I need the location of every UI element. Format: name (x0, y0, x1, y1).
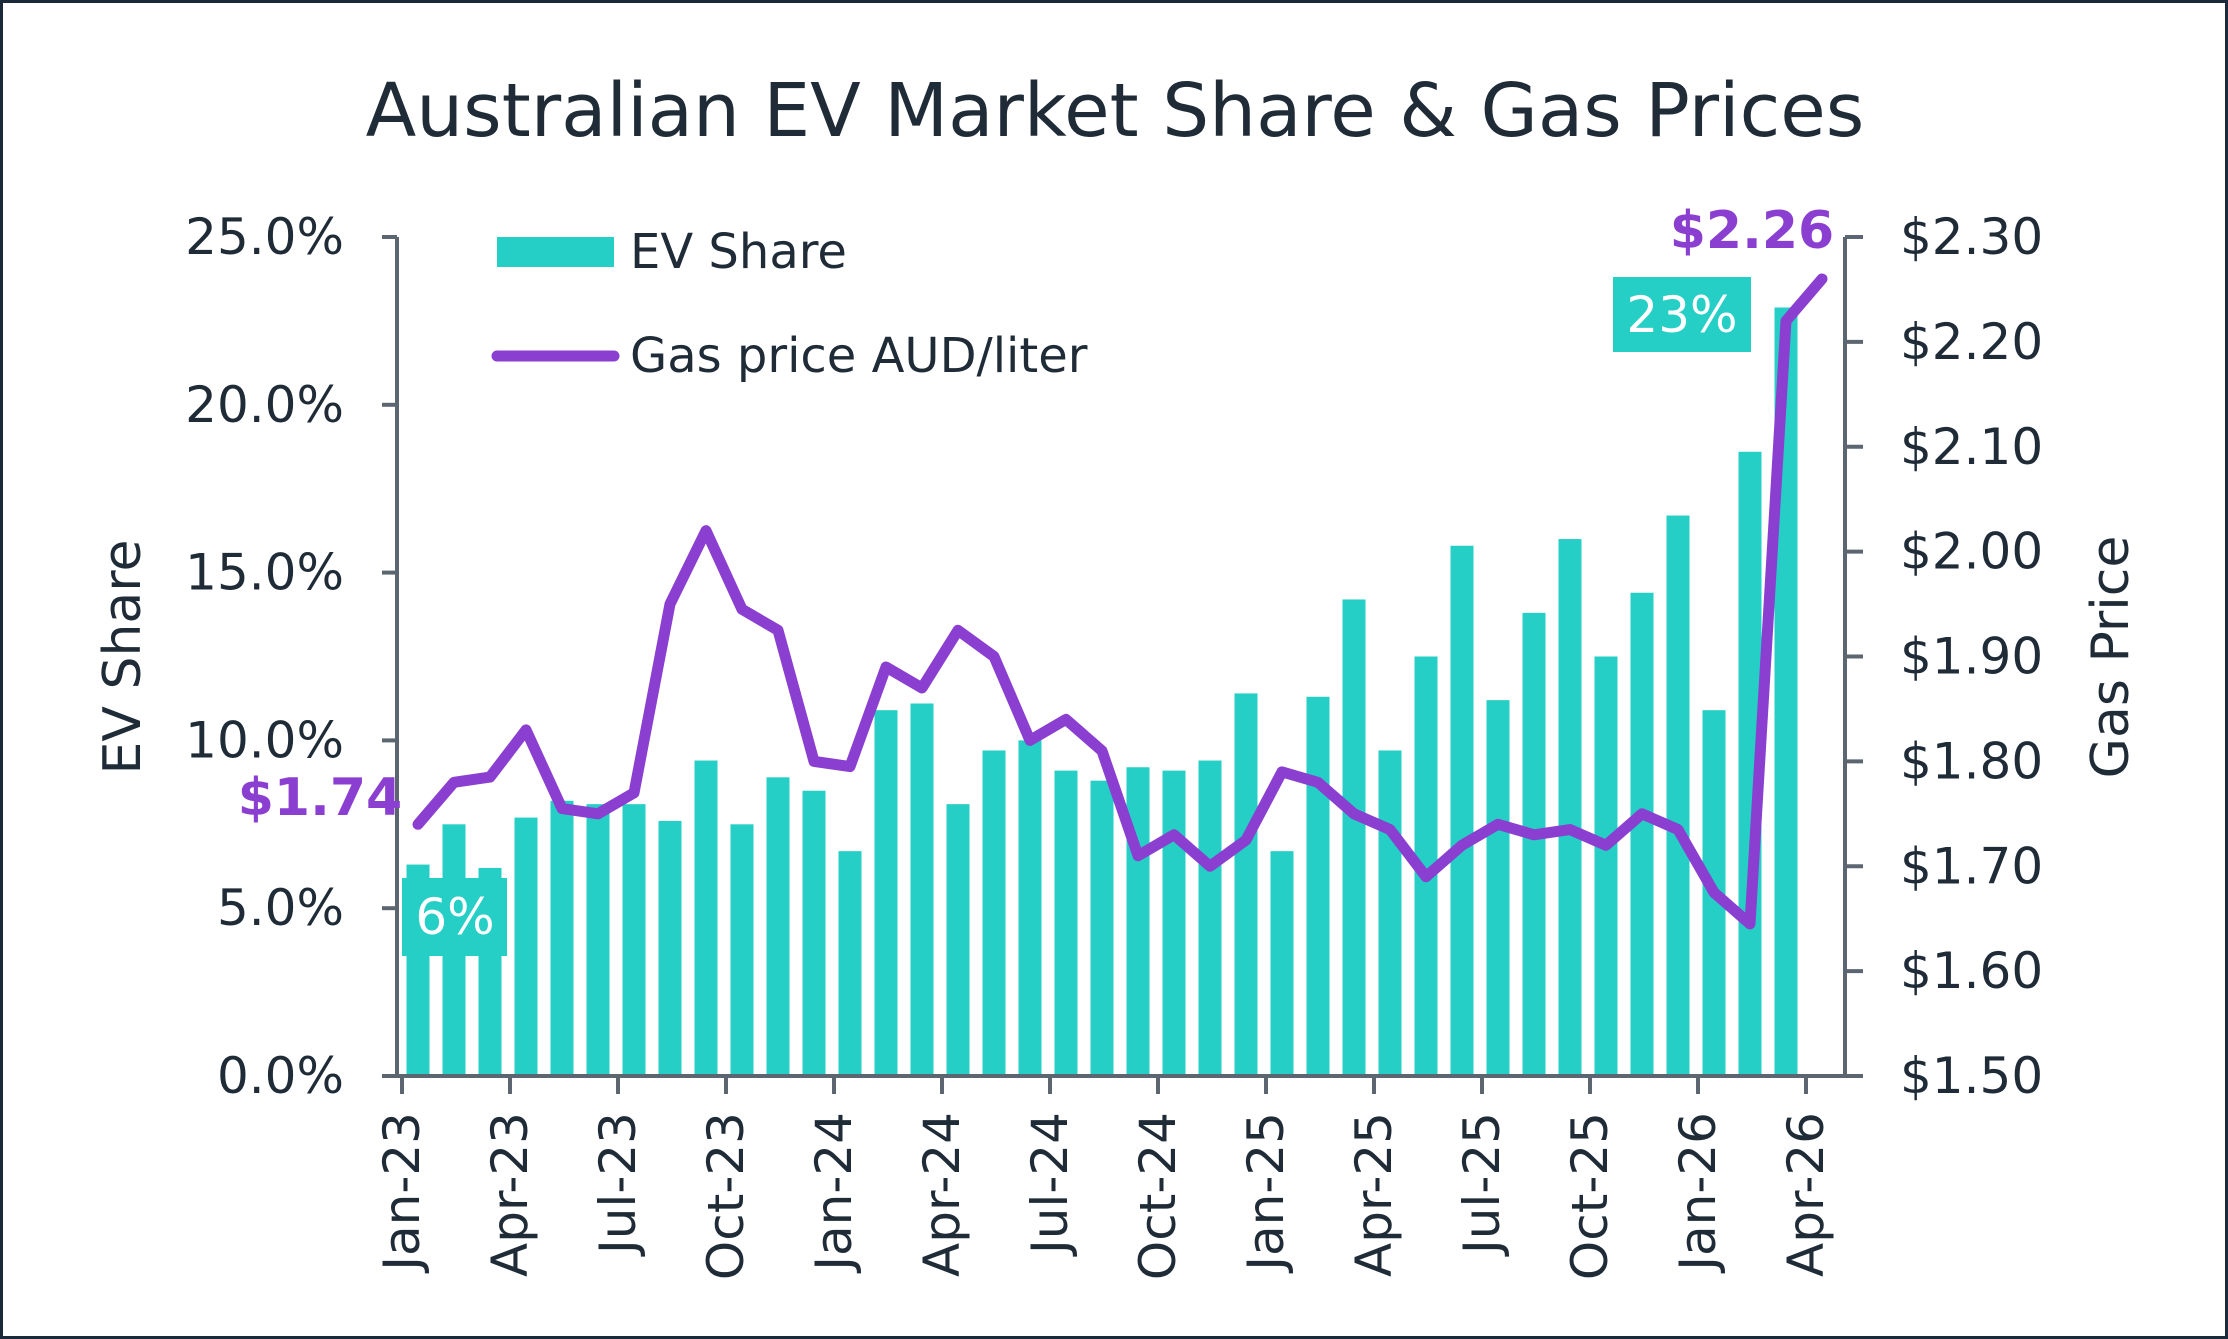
bar-18 (1054, 770, 1078, 1076)
last-gas-label: $2.26 (1670, 201, 1834, 261)
y2-tick-label: $2.10 (1900, 418, 2043, 476)
bar-7 (658, 820, 682, 1076)
y2-axis-label: Gas Price (2081, 536, 2141, 779)
x-tick-label: Jul-25 (1453, 1112, 1511, 1257)
bar-13 (874, 710, 898, 1076)
x-tick-label: Jan-26 (1669, 1112, 1727, 1274)
legend-label-ev-share: EV Share (630, 224, 847, 280)
legend-swatch-ev-share (497, 237, 614, 267)
chart-title: Australian EV Market Share & Gas Prices (366, 68, 1865, 154)
y2-tick-label: $1.90 (1900, 628, 2043, 686)
bar-35 (1666, 515, 1690, 1076)
x-tick-label: Apr-24 (913, 1112, 971, 1277)
y2-tick-label: $2.00 (1900, 523, 2043, 581)
bar-30 (1486, 700, 1510, 1076)
bar-22 (1198, 760, 1222, 1076)
bar-19 (1090, 780, 1114, 1076)
bar-28 (1414, 656, 1438, 1076)
y-tick-label: 20.0% (185, 376, 344, 434)
bar-33 (1594, 656, 1618, 1076)
x-tick-label: Oct-24 (1129, 1112, 1187, 1280)
bar-10 (766, 777, 790, 1076)
y-tick-label: 5.0% (217, 879, 344, 937)
bar-27 (1378, 750, 1402, 1076)
bar-23 (1234, 693, 1258, 1076)
first-ev-label-box (402, 878, 507, 956)
first-gas-label: $1.74 (238, 768, 402, 828)
bar-3 (514, 817, 538, 1076)
bar-6 (622, 804, 646, 1076)
first-ev-label: 6% (415, 888, 494, 946)
bar-21 (1162, 770, 1186, 1076)
x-tick-label: Apr-25 (1345, 1112, 1403, 1277)
y2-tick-label: $1.50 (1900, 1047, 2043, 1105)
y-tick-label: 25.0% (185, 208, 344, 266)
y2-tick-label: $1.60 (1900, 942, 2043, 1000)
bar-5 (586, 804, 610, 1076)
annotations: $1.74 6% 23% $2.26 (238, 201, 1834, 956)
x-tick-label: Oct-25 (1561, 1112, 1619, 1280)
bar-15 (946, 804, 970, 1076)
y2-tick-label: $1.70 (1900, 837, 2043, 895)
x-tick-label: Jul-23 (589, 1112, 647, 1257)
x-tick-label: Oct-23 (697, 1112, 755, 1280)
bar-16 (982, 750, 1006, 1076)
bar-26 (1342, 599, 1366, 1076)
bar-series (406, 307, 1798, 1076)
bar-11 (802, 790, 826, 1076)
x-tick-label: Jan-23 (373, 1112, 431, 1274)
bar-34 (1630, 592, 1654, 1076)
y2-tick-label: $2.30 (1900, 208, 2043, 266)
bar-12 (838, 851, 862, 1076)
bar-17 (1018, 740, 1042, 1076)
last-ev-label: 23% (1626, 286, 1737, 344)
line-series (412, 273, 1828, 930)
bar-9 (730, 824, 754, 1076)
y-tick-label: 15.0% (185, 544, 344, 602)
bar-25 (1306, 696, 1330, 1076)
legend-label-gas-price: Gas price AUD/liter (630, 328, 1088, 384)
bar-31 (1522, 612, 1546, 1076)
legend: EV Share Gas price AUD/liter (491, 224, 1088, 384)
x-tick-label: Jan-24 (805, 1112, 863, 1274)
y2-tick-label: $1.80 (1900, 732, 2043, 790)
gas-price-line (412, 273, 1828, 930)
y-tick-label: 10.0% (185, 711, 344, 769)
bar-20 (1126, 767, 1150, 1076)
bar-32 (1558, 539, 1582, 1076)
x-tick-label: Jul-24 (1021, 1112, 1079, 1257)
y-tick-label: 0.0% (217, 1047, 344, 1105)
bar-24 (1270, 851, 1294, 1076)
bar-14 (910, 703, 934, 1076)
last-ev-label-box (1613, 277, 1751, 352)
x-tick-label: Jan-25 (1237, 1112, 1295, 1274)
x-tick-label: Apr-26 (1777, 1112, 1835, 1277)
bar-4 (550, 800, 574, 1076)
y2-tick-label: $2.20 (1900, 313, 2043, 371)
bar-8 (694, 760, 718, 1076)
axes: 0.0% 5.0% 10.0% 15.0% 20.0% 25.0% $1.50 $1.60 $1… (185, 208, 2043, 1280)
y-axis-label: EV Share (93, 539, 153, 774)
bar-29 (1450, 545, 1474, 1076)
x-tick-label: Apr-23 (481, 1112, 539, 1277)
